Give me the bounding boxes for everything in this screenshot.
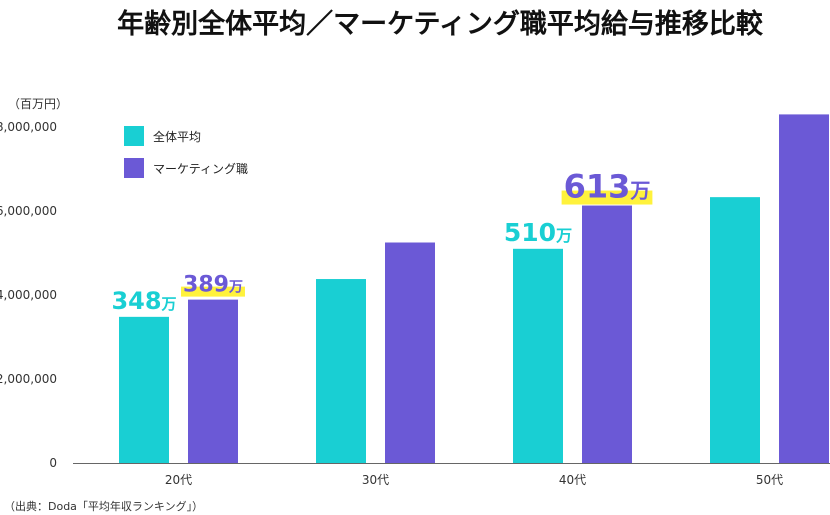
data-label: 510万 [504,218,572,247]
legend-label-all-average: 全体平均 [153,129,202,144]
legend-swatch-all-average [124,126,144,146]
bar-marketing [582,205,632,464]
legend-item-all-average: 全体平均 [124,126,248,146]
data-label: 389万 [183,273,243,298]
data-label: 613万 [564,168,651,206]
data-label-suffix: 万 [161,295,177,313]
data-label-suffix: 万 [555,226,572,245]
data-label-highlight [561,190,653,205]
data-label-highlight [181,286,245,297]
x-tick-label: 50代 [756,473,783,487]
bar-all-average [710,197,760,463]
bar-marketing [779,114,829,464]
y-tick-label: 6,000,000 [0,204,57,218]
y-tick-label: 0 [49,456,57,470]
data-label-number: 348 [111,287,161,315]
chart-title: 年齢別全体平均／マーケティング職平均給与推移比較 [117,9,763,40]
legend-swatch-marketing [124,158,144,178]
data-label-number: 389 [183,273,229,298]
y-tick-label: 2,000,000 [0,372,57,386]
y-tick-label: 8,000,000 [0,120,57,134]
data-label-number: 613 [564,168,631,206]
x-tick-label: 20代 [165,473,192,487]
bar-marketing [188,299,238,463]
bar-all-average [513,248,563,463]
legend-label-marketing: マーケティング職 [153,161,249,176]
source-note: （出典：Doda「平均年収ランキング」） [4,500,204,513]
x-tick-label: 30代 [362,473,389,487]
bar-marketing [385,242,435,463]
legend-item-marketing: マーケティング職 [124,158,248,178]
data-label-suffix: 万 [228,280,243,296]
bar-all-average [119,316,169,463]
legend: 全体平均 マーケティング職 [124,126,248,190]
data-label: 348万 [111,287,176,315]
y-tick-label: 4,000,000 [0,288,57,302]
data-label-number: 510 [504,218,556,247]
y-axis-unit-label: （百万円） [8,97,69,111]
bar-all-average [316,279,366,463]
data-label-suffix: 万 [629,179,650,203]
x-tick-label: 40代 [559,473,586,487]
